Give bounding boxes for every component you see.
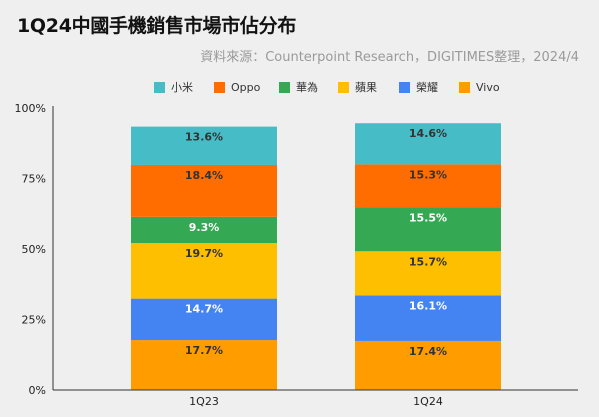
data-label: 16.1% xyxy=(409,300,447,313)
legend-label: 華為 xyxy=(296,80,318,94)
data-label: 17.7% xyxy=(185,344,223,357)
legend-label: Vivo xyxy=(476,81,500,94)
data-label: 14.7% xyxy=(185,303,223,316)
data-label: 15.7% xyxy=(409,255,447,268)
data-label: 18.4% xyxy=(185,169,223,182)
data-label: 9.3% xyxy=(189,221,220,234)
legend-swatch xyxy=(399,82,410,93)
x-tick-label: 1Q23 xyxy=(189,395,219,408)
y-tick-label: 100% xyxy=(15,102,46,115)
source-note: 資料來源：Counterpoint Research，DIGITIMES整理，2… xyxy=(200,50,579,65)
bar-segment xyxy=(131,164,277,217)
legend-swatch xyxy=(214,82,225,93)
bar-segment xyxy=(355,295,501,341)
data-label: 14.6% xyxy=(409,127,447,140)
bar-segment xyxy=(355,164,501,208)
legend-label: 榮耀 xyxy=(416,80,438,94)
legend-label: 蘋果 xyxy=(355,81,377,94)
legend-label: Oppo xyxy=(231,81,261,94)
bar-segment xyxy=(131,243,277,299)
bar-segment xyxy=(131,340,277,390)
legend-swatch xyxy=(154,82,165,93)
bar-segment xyxy=(355,207,501,252)
legend-swatch xyxy=(459,82,470,93)
chart-title: 1Q24中國手機銷售市場市佔分布 xyxy=(17,15,297,37)
legend-label: 小米 xyxy=(171,81,193,94)
x-tick-label: 1Q24 xyxy=(413,395,443,408)
data-label: 15.3% xyxy=(409,168,447,181)
y-tick-label: 0% xyxy=(29,384,46,397)
legend-swatch xyxy=(338,82,349,93)
y-tick-label: 50% xyxy=(22,243,46,256)
y-tick-label: 25% xyxy=(22,314,46,327)
bar-segment xyxy=(355,123,501,165)
bar-segment xyxy=(131,126,277,165)
data-label: 15.5% xyxy=(409,212,447,225)
data-label: 17.4% xyxy=(409,345,447,358)
bar-segment xyxy=(131,298,277,341)
bar-segment xyxy=(131,216,277,244)
bar-segment xyxy=(355,251,501,296)
y-tick-label: 75% xyxy=(22,173,46,186)
data-label: 13.6% xyxy=(185,131,223,144)
legend-swatch xyxy=(279,82,290,93)
bar-segment xyxy=(355,340,501,390)
data-label: 19.7% xyxy=(185,247,223,260)
